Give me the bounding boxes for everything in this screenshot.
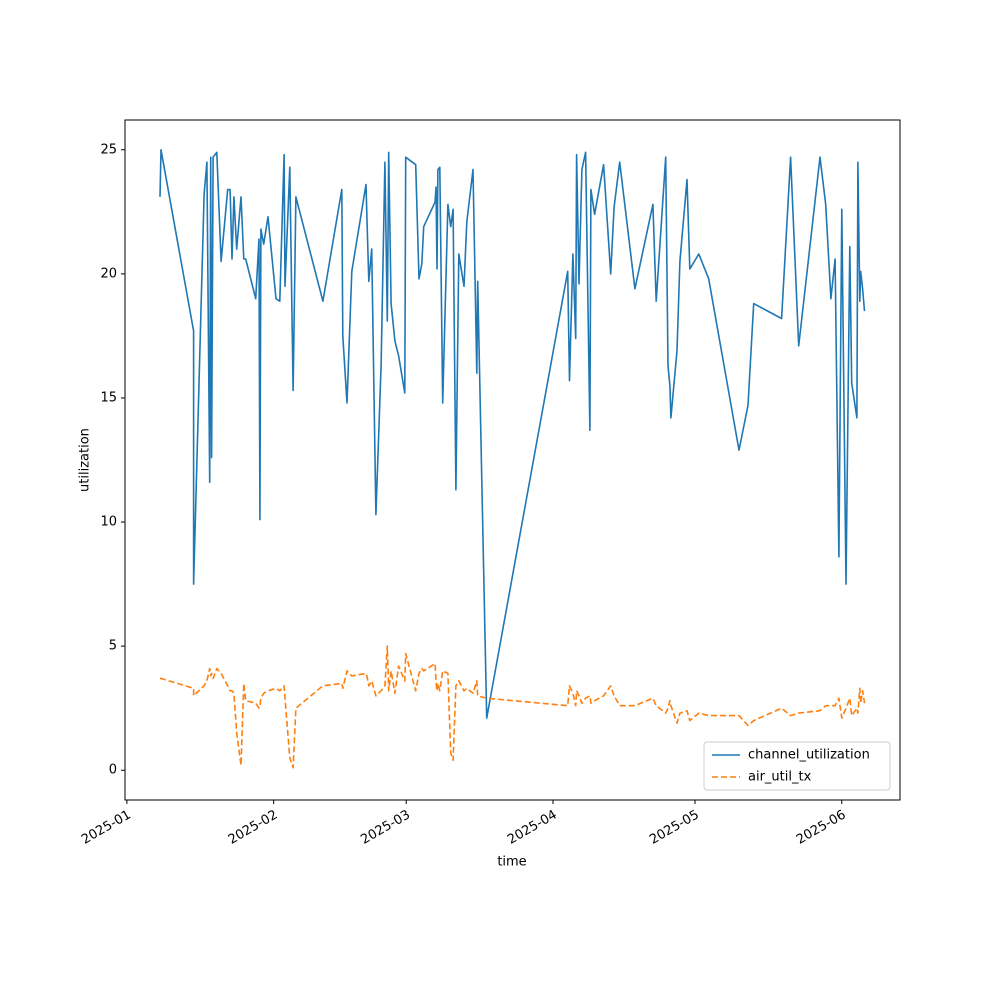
- x-axis-label: time: [497, 855, 526, 870]
- y-tick-label: 15: [100, 390, 117, 405]
- y-tick-label: 20: [100, 266, 117, 281]
- series-line: [159, 149, 866, 719]
- y-axis-label: utilization: [78, 428, 93, 492]
- series-line: [160, 645, 866, 769]
- legend-label: channel_utilization: [748, 748, 870, 763]
- plot-frame: [124, 119, 901, 801]
- y-tick-label: 5: [109, 639, 117, 654]
- legend-label: air_util_tx: [748, 770, 812, 785]
- legend-box: [703, 741, 891, 791]
- y-tick-label: 0: [109, 763, 117, 778]
- y-tick-label: 10: [100, 515, 117, 530]
- y-tick-label: 25: [100, 142, 117, 157]
